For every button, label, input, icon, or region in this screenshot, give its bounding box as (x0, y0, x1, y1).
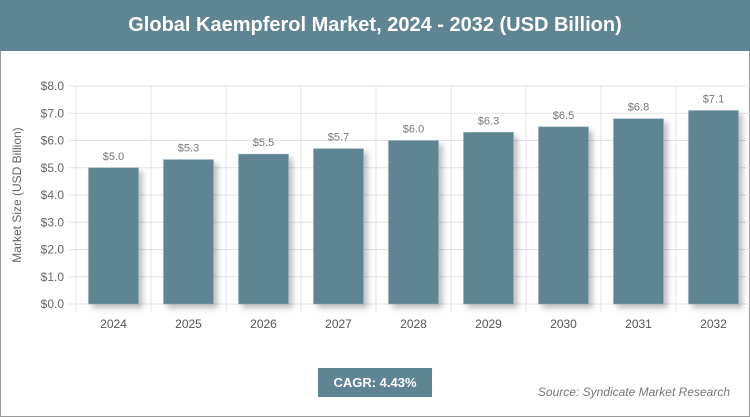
source-note: Source: Syndicate Market Research (537, 385, 730, 399)
x-tick-label: 2031 (625, 317, 652, 331)
data-label: $5.0 (103, 151, 124, 163)
bar (88, 167, 139, 305)
x-tick-label: 2032 (700, 317, 727, 331)
x-tick-label: 2027 (325, 317, 352, 331)
y-tick-label: $4.0 (41, 188, 65, 202)
bar (538, 126, 589, 305)
x-tick-label: 2029 (475, 317, 502, 331)
bar (163, 159, 214, 305)
data-label: $5.3 (178, 143, 199, 155)
y-axis-label: Market Size (USD Billion) (10, 127, 24, 262)
data-label: $5.7 (328, 132, 349, 144)
y-tick-label: $7.0 (41, 106, 65, 120)
y-tick-label: $5.0 (41, 161, 65, 175)
cagr-badge: CAGR: 4.43% (318, 368, 432, 397)
y-tick-label: $0.0 (41, 297, 65, 311)
data-label: $7.1 (703, 94, 724, 106)
y-tick-label: $8.0 (41, 79, 65, 93)
x-tick-label: 2026 (250, 317, 277, 331)
x-tick-label: 2028 (400, 317, 427, 331)
data-label: $6.0 (403, 124, 424, 136)
y-tick-label: $3.0 (41, 215, 65, 229)
bar (313, 148, 364, 305)
data-label: $6.5 (553, 110, 574, 122)
bar (613, 118, 664, 305)
data-label: $6.8 (628, 102, 649, 114)
bar (688, 110, 739, 305)
y-tick-label: $6.0 (41, 134, 65, 148)
bar (463, 132, 514, 305)
chart-title: Global Kaempferol Market, 2024 - 2032 (U… (0, 0, 750, 51)
data-label: $5.5 (253, 137, 274, 149)
y-tick-label: $2.0 (41, 243, 65, 257)
data-label: $6.3 (478, 115, 499, 127)
y-tick-label: $1.0 (41, 270, 65, 284)
bar (238, 153, 289, 305)
x-tick-label: 2030 (550, 317, 577, 331)
x-tick-label: 2024 (100, 317, 127, 331)
bar (388, 140, 439, 305)
x-tick-label: 2025 (175, 317, 202, 331)
